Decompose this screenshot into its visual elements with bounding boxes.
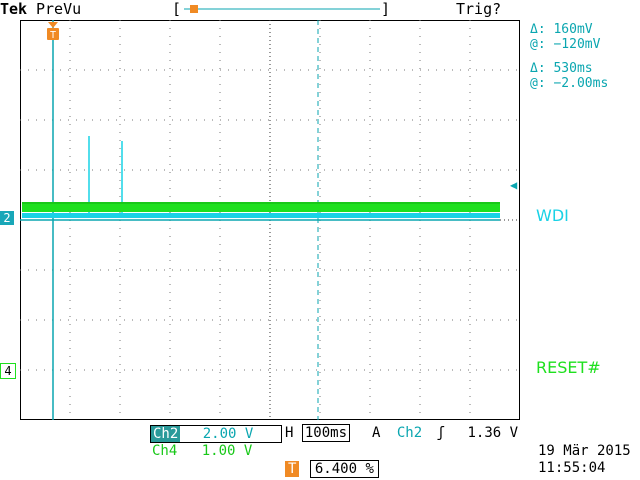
svg-text:T: T	[50, 30, 56, 41]
datetime: 19 Mär 2015 11:55:04	[538, 443, 631, 477]
record-position-indicator	[190, 5, 198, 13]
date: 19 Mär 2015	[538, 443, 631, 459]
ch2-label: WDI	[536, 206, 569, 225]
ch2-scale: 2.00 V	[202, 426, 254, 442]
trigger-position-icon: T	[285, 461, 300, 477]
svg-text:[: [	[172, 0, 181, 18]
ch4-waveform	[22, 203, 500, 212]
brand-logo: Tek	[0, 0, 28, 18]
trigger-level-arrow-icon: ◀	[510, 178, 518, 192]
trigger-slope-icon: ʃ	[436, 425, 446, 441]
ch4-label: RESET#	[536, 358, 601, 377]
time-cursor-delta: Δ: 530ms	[530, 61, 593, 76]
trigger-source: Ch2	[396, 425, 423, 441]
trigger-status: Trig?	[456, 0, 502, 18]
acquisition-mode: PreVu	[36, 0, 82, 18]
trigger-position-value: 6.400 %	[309, 460, 379, 478]
trigger-level: 1.36 V	[467, 425, 519, 441]
ch2-scale-readout[interactable]: Ch2 2.00 V	[150, 425, 282, 443]
ch2-ground-marker[interactable]: 2	[0, 211, 14, 225]
time: 11:55:04	[538, 460, 606, 476]
horizontal-scale: 100ms	[301, 424, 351, 442]
ch2-waveform	[22, 213, 500, 218]
top-status-bar: Tek PreVu [ ] Trig?	[0, 0, 640, 18]
voltage-cursor-position: @: −120mV	[530, 37, 601, 52]
ch4-ground-marker[interactable]: 4	[0, 363, 16, 379]
time-cursor-position: @: −2.00ms	[530, 76, 609, 91]
ch2-name: Ch2	[151, 426, 181, 442]
voltage-cursor-delta: Δ: 160mV	[530, 22, 593, 37]
ch4-name: Ch4	[152, 443, 178, 459]
svg-text:]: ]	[381, 0, 390, 18]
trigger-position-marker	[48, 22, 58, 28]
ch4-scale: 1.00 V	[201, 443, 253, 459]
horizontal-readout[interactable]: H 100ms	[285, 424, 351, 442]
record-position-bar[interactable]: [ ]	[172, 0, 392, 18]
trigger-readout[interactable]: A Ch2 ʃ 1.36 V	[372, 425, 518, 442]
horizontal-prefix: H	[285, 425, 294, 441]
trigger-position-readout[interactable]: T 6.400 %	[285, 460, 379, 478]
waveform-display[interactable]: T	[20, 20, 520, 420]
trigger-prefix: A	[372, 425, 381, 441]
ch4-scale-readout[interactable]: Ch4 1.00 V	[150, 443, 280, 460]
